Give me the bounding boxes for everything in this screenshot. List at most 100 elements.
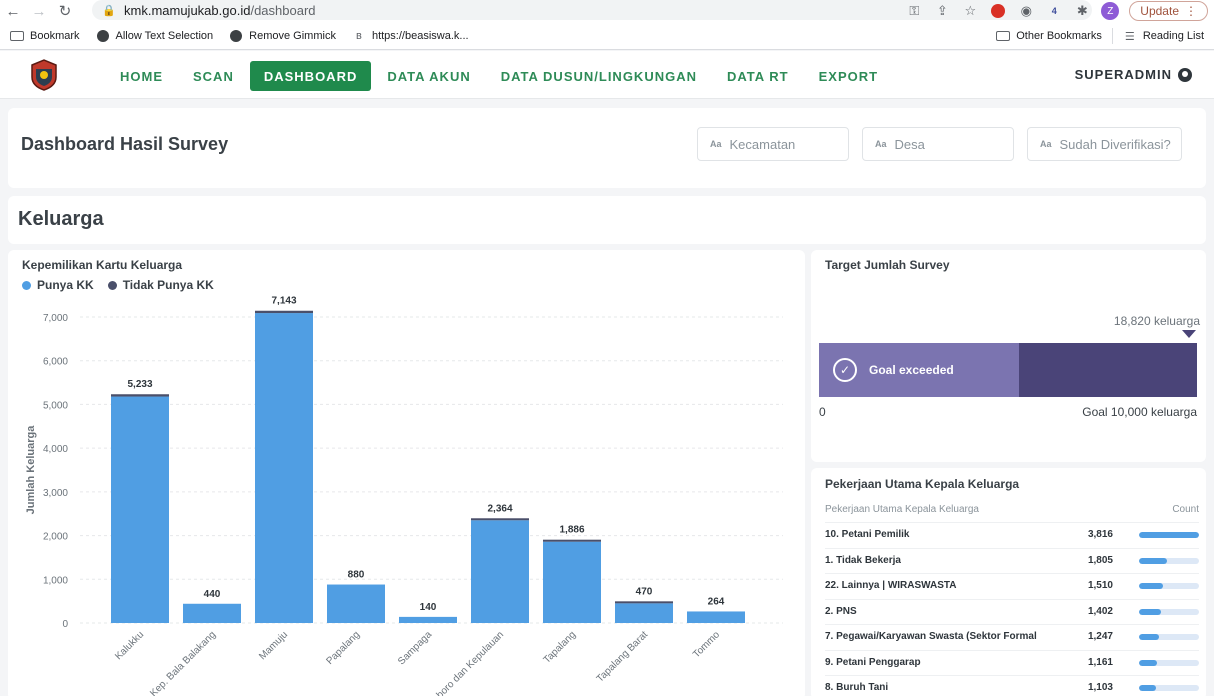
table-row[interactable]: 9. Petani Penggarap 1,161 — [825, 649, 1199, 675]
job-count-bar — [1139, 608, 1199, 615]
job-count: 1,805 — [1087, 554, 1113, 566]
target-title: Target Jumlah Survey — [825, 258, 950, 272]
update-label: Update — [1140, 4, 1179, 18]
app-logo[interactable] — [30, 59, 58, 91]
reading-list[interactable]: ☰ Reading List — [1123, 30, 1204, 43]
extension-badge-icon[interactable]: 4 — [1051, 6, 1057, 16]
bookmarks-bar: Bookmark Allow Text Selection Remove Gim… — [0, 22, 1214, 50]
kk-ownership-chart-card: 0 1,000 2,000 3,000 4,000 5,000 6,000 7,000 Juml… — [8, 250, 805, 696]
table-row[interactable]: 7. Pegawai/Karyawan Swasta (Sektor Forma… — [825, 624, 1199, 649]
nav-item-dashboard[interactable]: DASHBOARD — [249, 61, 372, 91]
y-tick-label: 0 — [62, 619, 68, 630]
bar-tidak-punya-kk — [255, 310, 313, 314]
browser-actions: ⚿ ⇪ ☆ ◉ 4 ✱ Z Update ⋮ — [905, 0, 1208, 22]
y-tick-label: 3,000 — [43, 488, 68, 499]
table-row[interactable]: 8. Buruh Tani 1,103 — [825, 675, 1199, 696]
bar-punya-kk — [111, 396, 169, 623]
extension-red-icon[interactable] — [989, 2, 1007, 20]
star-icon[interactable]: ☆ — [964, 3, 977, 18]
bar-punya-kk — [615, 603, 673, 623]
table-row[interactable]: 2. PNS 1,402 — [825, 598, 1199, 624]
legend-item-tidak-punya-kk[interactable]: Tidak Punya KK — [107, 278, 214, 292]
user-menu[interactable]: SUPERADMIN — [1075, 67, 1192, 82]
share-icon[interactable]: ⇪ — [936, 3, 948, 18]
profile-avatar[interactable]: Z — [1101, 2, 1120, 20]
update-button[interactable]: Update ⋮ — [1129, 1, 1208, 21]
data-label: 7,143 — [271, 296, 296, 307]
x-tick-label: Kep. Bala Balakang — [148, 629, 218, 696]
job-count-bar — [1139, 685, 1199, 691]
nav-item-data-akun[interactable]: DATA AKUN — [387, 68, 471, 84]
job-count-bar-fill — [1139, 685, 1157, 691]
kk-bar-chart: 0 1,000 2,000 3,000 4,000 5,000 6,000 7,000 Juml… — [25, 296, 783, 696]
goal-label: Goal 10,000 keluarga — [1082, 405, 1197, 419]
job-count-bar — [1139, 532, 1199, 538]
legend-item-punya-kk[interactable]: Punya KK — [22, 278, 94, 292]
y-tick-label: 2,000 — [43, 532, 68, 543]
nav-item-data-dusun-lingkungan[interactable]: DATA DUSUN/LINGKUNGAN — [500, 68, 697, 84]
bookmark-folder[interactable]: Bookmark — [10, 30, 80, 42]
bookmark-remove-gimmick[interactable]: Remove Gimmick — [229, 29, 336, 42]
bookmarks-right: Other Bookmarks ☰ Reading List — [996, 22, 1204, 50]
x-tick-label: Tapalang Barat — [595, 629, 651, 685]
job-name: 10. Petani Pemilik — [825, 529, 910, 540]
other-bookmarks-label: Other Bookmarks — [1016, 30, 1102, 42]
y-tick-label: 7,000 — [43, 313, 68, 324]
job-count-bar — [1139, 634, 1199, 640]
filter-verified[interactable]: Aa Sudah Diverifikasi? — [1027, 127, 1182, 161]
bar-punya-kk — [255, 313, 313, 623]
job-count-bar — [1139, 557, 1199, 564]
bar-tidak-punya-kk — [111, 394, 169, 397]
y-tick-label: 4,000 — [43, 444, 68, 455]
back-icon[interactable]: ← — [5, 2, 21, 20]
table-row[interactable]: 10. Petani Pemilik 3,816 — [825, 522, 1199, 547]
puzzle-icon[interactable]: ✱ — [1076, 3, 1088, 18]
job-count: 1,247 — [1087, 631, 1113, 642]
key-icon[interactable]: ⚿ — [909, 3, 920, 18]
data-label: 1,886 — [559, 525, 584, 536]
data-label: 470 — [636, 586, 653, 597]
more-icon: ⋮ — [1185, 4, 1197, 18]
x-tick-label: Sampaga — [396, 629, 434, 667]
data-label: 880 — [348, 570, 365, 581]
goal-status: Goal exceeded — [869, 363, 954, 377]
job-count-bar-fill — [1139, 583, 1163, 589]
table-row[interactable]: 22. Lainnya | WIRASWASTA 1,510 — [825, 573, 1199, 598]
reading-list-icon: ☰ — [1124, 30, 1135, 43]
user-name: SUPERADMIN — [1074, 67, 1172, 82]
job-count: 1,402 — [1087, 605, 1113, 617]
bar-tidak-punya-kk — [471, 518, 529, 521]
url-path: /dashboard — [250, 2, 316, 18]
bar-punya-kk — [327, 584, 385, 623]
nav-item-scan[interactable]: SCAN — [193, 68, 234, 84]
job-count-bar-fill — [1139, 532, 1199, 538]
target-marker-icon — [1182, 330, 1196, 338]
bookmark-allow-text[interactable]: Allow Text Selection — [96, 29, 213, 42]
forward-icon[interactable]: → — [31, 2, 47, 20]
x-tick-label: Tapalang — [542, 629, 578, 665]
x-tick-label: Simboro dan Kepulauan — [422, 629, 506, 696]
filter-placeholder: Sudah Diverifikasi? — [1059, 136, 1171, 152]
bar-punya-kk — [399, 616, 457, 623]
y-tick-label: 1,000 — [43, 575, 68, 586]
table-row[interactable]: 1. Tidak Bekerja 1,805 — [825, 547, 1199, 573]
address-bar[interactable]: 🔒 kmk.mamujukab.go.id/dashboard — [92, 0, 1092, 20]
nav-item-home[interactable]: HOME — [120, 68, 163, 84]
job-count-bar-fill — [1139, 634, 1159, 640]
text-type-icon: Aa — [875, 139, 887, 149]
bookmark-beasiswa[interactable]: ʙ https://beasiswa.k... — [352, 30, 469, 42]
reading-list-label: Reading List — [1142, 30, 1204, 42]
main-nav: HOME SCAN DASHBOARD DATA AKUN DATA DUSUN/LIN… — [106, 61, 894, 91]
filter-kecamatan[interactable]: Aa Kecamatan — [697, 127, 849, 161]
x-tick-label: Papalang — [324, 629, 362, 667]
bookmark-label: Bookmark — [30, 29, 80, 42]
other-bookmarks[interactable]: Other Bookmarks — [996, 30, 1102, 42]
reload-icon[interactable]: ↻ — [58, 3, 72, 20]
nav-item-data-rt[interactable]: DATA RT — [726, 68, 789, 84]
legend-label: Punya KK — [37, 278, 94, 292]
nav-item-export[interactable]: EXPORT — [818, 68, 879, 84]
column-header-name[interactable]: Pekerjaan Utama Kepala Keluarga — [825, 504, 979, 515]
camera-icon[interactable]: ◉ — [1020, 3, 1032, 18]
filter-desa[interactable]: Aa Desa — [862, 127, 1014, 161]
column-header-count[interactable]: Count — [1172, 504, 1199, 515]
